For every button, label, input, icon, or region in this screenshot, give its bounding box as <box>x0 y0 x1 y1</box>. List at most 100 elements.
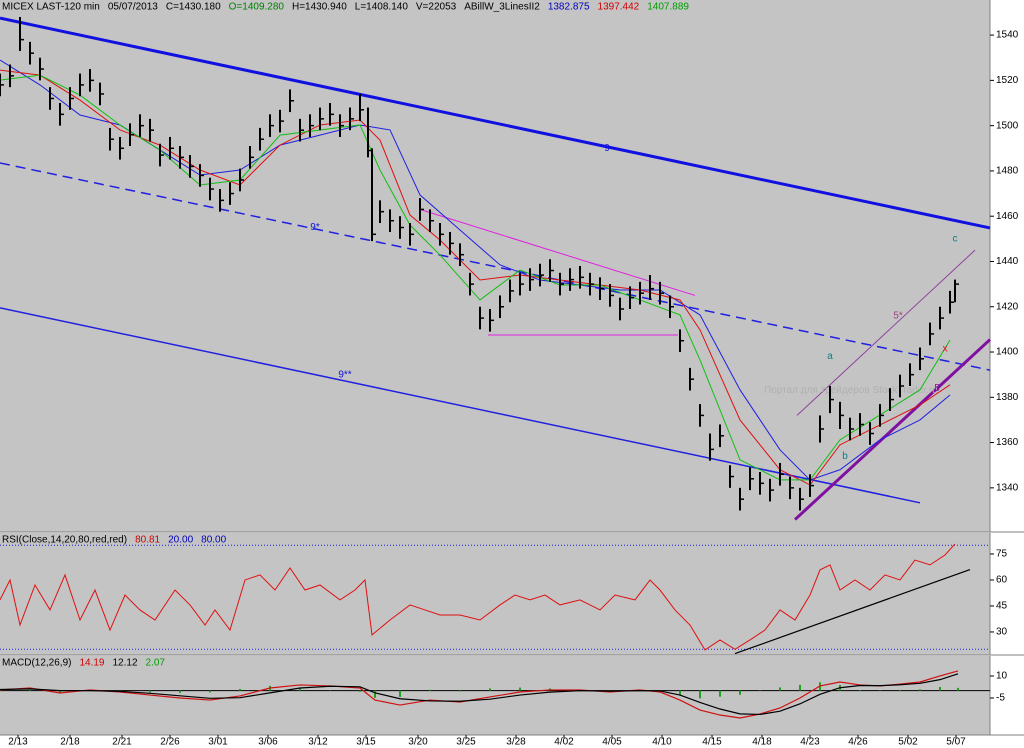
histogram-bar <box>209 690 211 693</box>
trendline <box>734 569 971 655</box>
y-tick-label: 1340 <box>996 482 1019 493</box>
annotation: 5* <box>893 310 903 321</box>
header-text: 80.81 <box>135 535 160 546</box>
macd-line <box>0 673 959 716</box>
histogram-bar <box>899 689 901 691</box>
histogram-bar <box>519 687 521 691</box>
annotation: c <box>953 233 958 244</box>
header-text: 14.19 <box>79 658 104 669</box>
histogram-bar <box>239 688 241 691</box>
x-tick-label: 4/26 <box>848 737 868 748</box>
rsi-line <box>0 543 956 651</box>
histogram-bar <box>489 688 491 691</box>
x-tick-label: 2/18 <box>60 737 80 748</box>
histogram-bar <box>859 690 861 691</box>
y-tick-label: 75 <box>996 549 1008 560</box>
annotation: 9 <box>604 143 610 154</box>
histogram-bar <box>919 689 921 691</box>
y-tick-label: 1520 <box>996 75 1019 86</box>
trendline <box>0 16 991 230</box>
y-tick-label: 1500 <box>996 120 1019 131</box>
header-text: L=1408.140 <box>355 2 409 13</box>
y-tick-label: -5 <box>996 693 1005 704</box>
y-tick-label: 1360 <box>996 437 1019 448</box>
histogram-bar <box>179 690 181 693</box>
y-tick-label: 1540 <box>996 30 1019 41</box>
histogram-bar <box>799 684 801 691</box>
x-tick-label: 4/10 <box>652 737 672 748</box>
y-tick-label: 10 <box>996 671 1008 682</box>
y-tick-label: 1400 <box>996 347 1019 358</box>
x-tick-label: 3/20 <box>408 737 428 748</box>
header-text: 05/07/2013 <box>108 2 158 13</box>
x-tick-label: 4/15 <box>702 737 722 748</box>
histogram-bar <box>939 686 941 691</box>
x-tick-label: 3/12 <box>308 737 328 748</box>
header-text: ABillW_3LinesII2 <box>464 2 540 13</box>
x-tick-label: 4/18 <box>752 737 772 748</box>
histogram-bar <box>679 690 681 696</box>
histogram-bar <box>957 687 959 691</box>
x-tick-label: 4/23 <box>800 737 820 748</box>
header-text: 1407.889 <box>647 2 689 13</box>
histogram-bar <box>359 690 361 692</box>
annotation: 9** <box>338 369 351 380</box>
header-text: H=1430.940 <box>292 2 347 13</box>
panel-background <box>0 533 990 655</box>
x-tick-label: 3/01 <box>208 737 228 748</box>
x-tick-label: 4/02 <box>554 737 574 748</box>
annotation: 9* <box>310 222 320 233</box>
annotation: x <box>943 343 948 354</box>
header-text: MACD(12,26,9) <box>2 658 71 669</box>
histogram-bar <box>299 687 301 691</box>
annotation: a <box>827 351 833 362</box>
histogram-bar <box>59 690 61 694</box>
x-tick-label: 5/07 <box>946 737 966 748</box>
x-tick-label: 3/25 <box>456 737 476 748</box>
x-tick-label: 2/21 <box>112 737 132 748</box>
y-tick-label: 1440 <box>996 256 1019 267</box>
histogram-bar <box>699 690 701 699</box>
y-tick-label: 1380 <box>996 392 1019 403</box>
x-tick-label: 2/26 <box>160 737 180 748</box>
trendline <box>793 338 992 521</box>
histogram-bar <box>459 690 461 692</box>
header-text: 12.12 <box>113 658 138 669</box>
trendline <box>796 249 976 416</box>
watermark: Портал для трейдеров StockTrader.ru <box>764 385 938 396</box>
header-text: MICEX LAST-120 min <box>2 2 100 13</box>
header-text: 20.00 <box>168 535 193 546</box>
y-tick-label: 1420 <box>996 301 1019 312</box>
macd-line <box>0 670 959 719</box>
header-text: 1397.442 <box>598 2 640 13</box>
x-tick-label: 3/06 <box>258 737 278 748</box>
header-text: RSI(Close,14,20,80,red,red) <box>2 535 127 546</box>
x-tick-label: 2/13 <box>8 737 28 748</box>
header-text: C=1430.180 <box>166 2 221 13</box>
y-tick-label: 45 <box>996 601 1008 612</box>
moving-average <box>0 74 951 481</box>
histogram-bar <box>739 690 741 695</box>
trendline <box>0 162 991 371</box>
x-tick-label: 4/05 <box>602 737 622 748</box>
histogram-bar <box>429 689 431 691</box>
panel-background <box>0 656 990 735</box>
annotation: b <box>842 451 848 462</box>
header-text: O=1409.280 <box>229 2 285 13</box>
header-text: 80.00 <box>201 535 226 546</box>
y-tick-label: 60 <box>996 575 1008 586</box>
y-tick-label: 1480 <box>996 166 1019 177</box>
histogram-bar <box>149 690 151 693</box>
histogram-bar <box>399 690 401 697</box>
header-text: V=22053 <box>416 2 457 13</box>
y-tick-label: 30 <box>996 627 1008 638</box>
header-text: 1382.875 <box>548 2 590 13</box>
histogram-bar <box>719 690 721 697</box>
histogram-bar <box>374 690 376 698</box>
histogram-bar <box>779 687 781 691</box>
trendline <box>0 307 921 504</box>
x-tick-label: 5/02 <box>898 737 918 748</box>
x-tick-label: 3/28 <box>506 737 526 748</box>
y-tick-label: 1460 <box>996 211 1019 222</box>
